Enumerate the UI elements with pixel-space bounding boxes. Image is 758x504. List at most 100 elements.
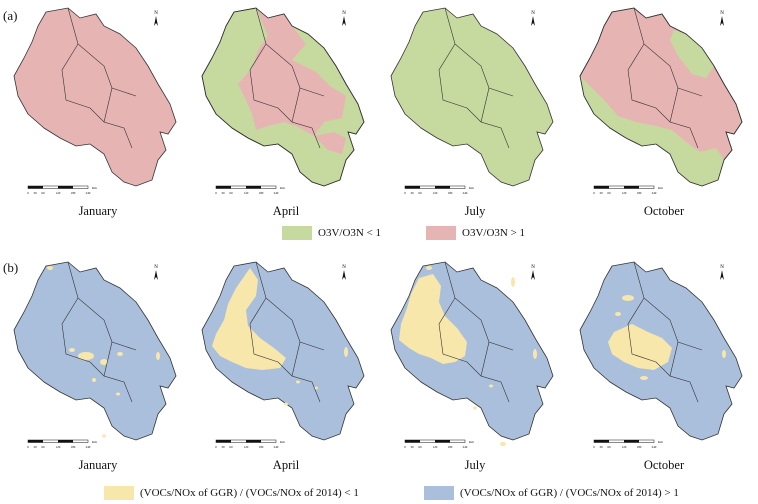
scale-tick: 0 <box>404 191 406 194</box>
month-label: October <box>643 458 685 472</box>
scale-tick: 60 <box>229 191 233 194</box>
scale-tick: 0 <box>593 191 595 194</box>
scale-tick: 120 <box>56 191 61 194</box>
region-outline <box>579 7 743 187</box>
low-zone <box>212 268 286 370</box>
month-label: April <box>272 458 300 472</box>
province-borders <box>61 7 137 149</box>
panel-a-label: (a) <box>3 8 18 23</box>
legend-swatch <box>426 226 456 240</box>
scale-tick: 180 <box>259 445 264 448</box>
scale-tick: 240 <box>86 191 91 194</box>
scale-tick: 30 <box>33 191 37 194</box>
north-arrow-icon <box>531 270 535 280</box>
legend-item: O3V/O3N > 1 <box>426 226 525 240</box>
scale-tick: 120 <box>56 445 61 448</box>
north-arrow: N <box>531 265 535 270</box>
scale-unit: Km <box>469 440 474 444</box>
north-arrow: N <box>154 265 158 270</box>
scale-tick: 240 <box>652 445 657 448</box>
month-label: July <box>464 458 486 472</box>
region-outline <box>390 7 554 187</box>
scale-bar: 0 30 60 120 180 240 Km <box>215 439 285 448</box>
scale-tick: 60 <box>418 191 422 194</box>
scale-unit: Km <box>658 186 663 190</box>
map-a-april: N 0 30 60 120 180 240 Km <box>201 7 365 194</box>
scale-tick: 180 <box>448 445 453 448</box>
scale-tick: 240 <box>652 191 657 194</box>
scale-bar: 0 30 60 120 180 240 Km <box>593 439 663 448</box>
north-arrow: N <box>720 265 724 270</box>
scale-tick: 240 <box>463 445 468 448</box>
scale-tick: 120 <box>244 445 249 448</box>
scale-tick: 60 <box>41 445 45 448</box>
scale-tick: 30 <box>221 445 225 448</box>
map-b-april: N 0 30 60 120 180 240 Km <box>201 261 365 448</box>
legend-label: (VOCs/NOx of GGR) / (VOCs/NOx of 2014) >… <box>460 487 679 499</box>
scale-tick: 180 <box>71 445 76 448</box>
scale-tick: 240 <box>274 191 279 194</box>
scale-tick: 0 <box>215 191 217 194</box>
province-borders <box>627 7 703 149</box>
north-arrow: N <box>531 11 535 16</box>
scale-tick: 0 <box>404 445 406 448</box>
low-zone <box>670 30 714 78</box>
scale-unit: Km <box>469 186 474 190</box>
scale-tick: 180 <box>637 445 642 448</box>
legend-item: O3V/O3N < 1 <box>282 226 381 240</box>
scale-tick: 30 <box>599 445 603 448</box>
scale-tick: 0 <box>27 191 29 194</box>
region-outline <box>13 7 177 187</box>
month-label: January <box>78 458 118 472</box>
low-patches <box>615 295 726 380</box>
map-a-july: N 0 30 60 120 180 240 Km <box>390 7 554 194</box>
month-label: January <box>78 204 118 218</box>
north-arrow-icon <box>342 16 346 26</box>
scale-tick: 30 <box>410 191 414 194</box>
scale-tick: 120 <box>244 191 249 194</box>
panel-b-label: (b) <box>3 260 19 275</box>
scale-tick: 180 <box>448 191 453 194</box>
scale-tick: 180 <box>259 191 264 194</box>
scale-tick: 180 <box>637 191 642 194</box>
scale-bar: 0 30 60 120 180 240 Km <box>593 185 663 194</box>
north-arrow-icon <box>720 270 724 280</box>
scale-tick: 240 <box>463 191 468 194</box>
low-zone <box>608 324 672 370</box>
scale-bar: 0 30 60 120 180 240 Km <box>27 185 97 194</box>
scale-tick: 60 <box>607 445 611 448</box>
province-borders <box>61 261 137 403</box>
scale-tick: 0 <box>215 445 217 448</box>
scale-tick: 30 <box>221 191 225 194</box>
scale-tick: 30 <box>410 445 414 448</box>
province-borders <box>438 7 514 149</box>
north-arrow: N <box>342 11 346 16</box>
month-label: April <box>272 204 300 218</box>
scale-unit: Km <box>92 186 97 190</box>
north-arrow: N <box>154 11 158 16</box>
legend-label: O3V/O3N < 1 <box>318 227 382 239</box>
scale-bar: 0 30 60 120 180 240 Km <box>404 185 474 194</box>
legend-item: (VOCs/NOx of GGR) / (VOCs/NOx of 2014) >… <box>424 486 679 500</box>
month-label: July <box>464 204 486 218</box>
north-arrow-icon <box>154 16 158 26</box>
scale-bar: 0 30 60 120 180 240 Km <box>27 439 97 448</box>
scale-tick: 60 <box>418 445 422 448</box>
legend-item: (VOCs/NOx of GGR) / (VOCs/NOx of 2014) <… <box>104 486 359 500</box>
high-zone <box>314 132 346 154</box>
legend-label: (VOCs/NOx of GGR) / (VOCs/NOx of 2014) <… <box>140 487 359 499</box>
province-borders <box>627 261 703 403</box>
scale-tick: 0 <box>27 445 29 448</box>
high-zone <box>238 8 346 136</box>
region-outline <box>13 261 177 441</box>
legend-swatch <box>424 486 454 500</box>
scale-tick: 120 <box>622 191 627 194</box>
scale-unit: Km <box>280 186 285 190</box>
scale-tick: 60 <box>229 445 233 448</box>
map-b-october: N 0 30 60 120 180 240 Km <box>579 261 743 448</box>
scale-bar: 0 30 60 120 180 240 Km <box>404 439 474 448</box>
scale-tick: 240 <box>86 445 91 448</box>
scale-tick: 60 <box>41 191 45 194</box>
scale-tick: 30 <box>33 445 37 448</box>
scale-tick: 240 <box>274 445 279 448</box>
